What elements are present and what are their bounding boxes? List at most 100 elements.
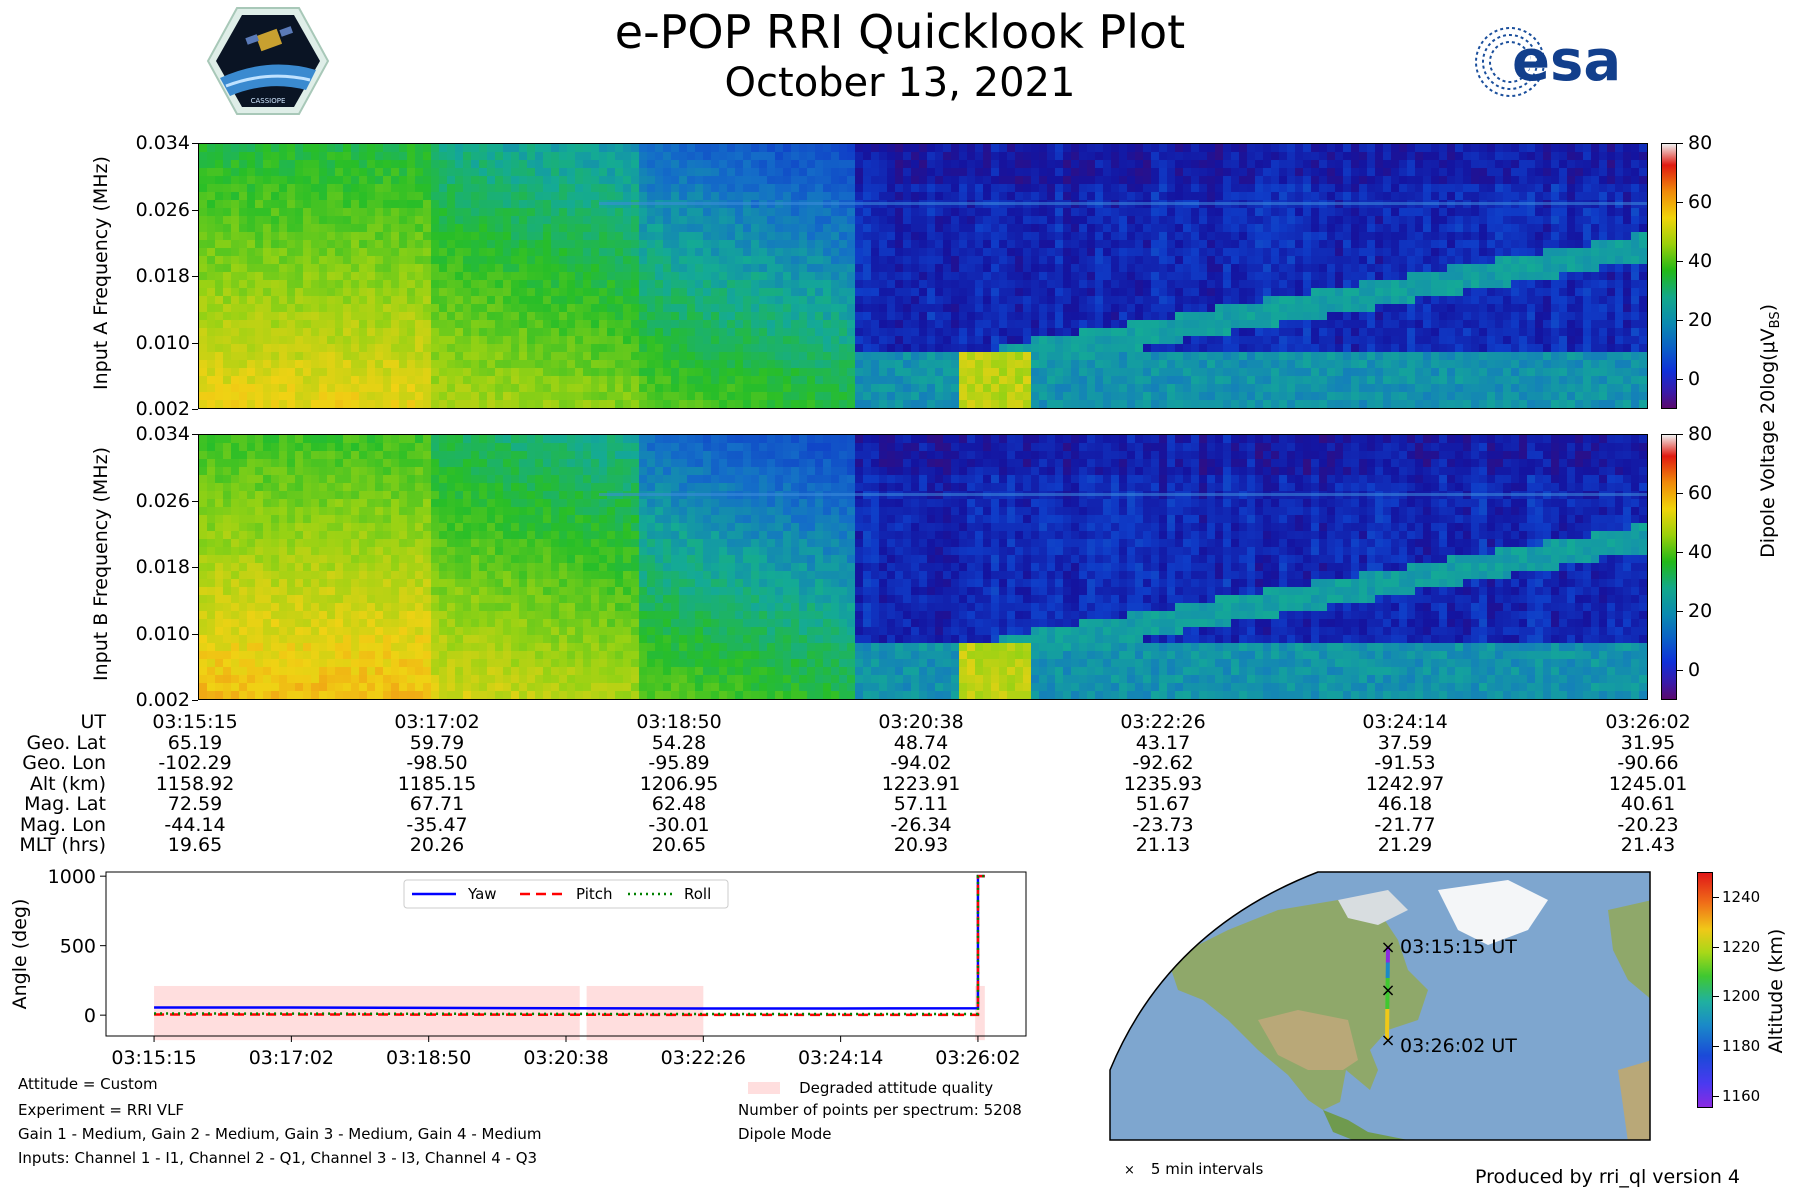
spec-a-cell bbox=[487, 240, 496, 249]
spec-a-cell bbox=[951, 328, 960, 337]
spec-a-cell bbox=[1127, 216, 1136, 225]
spec-a-cell bbox=[735, 176, 744, 185]
spec-a-cell bbox=[727, 208, 736, 217]
spec-a-cell bbox=[1303, 304, 1312, 313]
spec-a-cell bbox=[1271, 368, 1280, 377]
spec-a-cell bbox=[367, 160, 376, 169]
spec-a-cell bbox=[383, 352, 392, 361]
spec-a-cell bbox=[1031, 248, 1040, 257]
spec-a-cell bbox=[583, 328, 592, 337]
spec-a-cell bbox=[231, 392, 240, 401]
spec-a-cell bbox=[455, 256, 464, 265]
spec-a-cell bbox=[687, 320, 696, 329]
spec-a-cell bbox=[1375, 392, 1384, 401]
spec-a-cell bbox=[863, 272, 872, 281]
spec-a-cell bbox=[543, 288, 552, 297]
spec-a-cell bbox=[607, 280, 616, 289]
spec-a-cell bbox=[767, 216, 776, 225]
spec-a-cell bbox=[207, 328, 216, 337]
spec-a-cell bbox=[311, 400, 320, 408]
spec-a-cell bbox=[887, 216, 896, 225]
spec-a-cell bbox=[1343, 224, 1352, 233]
spec-a-cell bbox=[1175, 288, 1184, 297]
spec-a-cell bbox=[1343, 192, 1352, 201]
spec-a-cell bbox=[655, 328, 664, 337]
spec-a-cell bbox=[735, 192, 744, 201]
spec-a-cell bbox=[1311, 392, 1320, 401]
spec-a-cell bbox=[543, 368, 552, 377]
spec-a-cell bbox=[1207, 296, 1216, 305]
spec-a-cell bbox=[591, 360, 600, 369]
spec-a-cell bbox=[1247, 160, 1256, 169]
spec-a-cell bbox=[1407, 168, 1416, 177]
spec-a-cell bbox=[959, 376, 968, 385]
spec-a-cell bbox=[391, 240, 400, 249]
spec-a-cell bbox=[503, 248, 512, 257]
spec-a-cell bbox=[919, 184, 928, 193]
spec-a-cell bbox=[575, 344, 584, 353]
spec-a-cell bbox=[975, 144, 984, 153]
spec-a-cell bbox=[855, 176, 864, 185]
spec-a-cell bbox=[1407, 176, 1416, 185]
spec-a-cell bbox=[223, 296, 232, 305]
spec-a-cell bbox=[1111, 312, 1120, 321]
spec-a-cell bbox=[479, 296, 488, 305]
spec-a-cell bbox=[1039, 288, 1048, 297]
spec-a-cell bbox=[871, 192, 880, 201]
spec-a-cell bbox=[1231, 360, 1240, 369]
spec-a-cell bbox=[1007, 160, 1016, 169]
spec-a-cell bbox=[311, 256, 320, 265]
spec-a-cell bbox=[239, 392, 248, 401]
spec-a-cell bbox=[767, 168, 776, 177]
spec-a-cell bbox=[703, 192, 712, 201]
spec-a-cell bbox=[1175, 232, 1184, 241]
spec-a-cell bbox=[1095, 216, 1104, 225]
spec-a-cell bbox=[383, 152, 392, 161]
spec-a-cell bbox=[575, 352, 584, 361]
spec-a-cell bbox=[791, 400, 800, 408]
spec-a-cell bbox=[263, 216, 272, 225]
spec-a-cell bbox=[559, 384, 568, 393]
spec-a-cell bbox=[607, 328, 616, 337]
spec-a-cell bbox=[1311, 288, 1320, 297]
spec-a-cell bbox=[599, 192, 608, 201]
spec-a-cell bbox=[527, 384, 536, 393]
spec-a-cell bbox=[343, 280, 352, 289]
spec-a-cell bbox=[1135, 144, 1144, 153]
spec-a-cell bbox=[535, 288, 544, 297]
spec-a-cell bbox=[711, 352, 720, 361]
spec-a-cell bbox=[199, 144, 208, 153]
spec-a-cell bbox=[1239, 232, 1248, 241]
spec-a-cell bbox=[407, 208, 416, 217]
spec-a-cell bbox=[983, 296, 992, 305]
spec-a-cell bbox=[247, 208, 256, 217]
spec-a-cell bbox=[895, 224, 904, 233]
spec-a-cell bbox=[511, 224, 520, 233]
spec-a-cell bbox=[527, 368, 536, 377]
spec-a-cell bbox=[255, 304, 264, 313]
spec-a-cell bbox=[743, 152, 752, 161]
spec-a-cell bbox=[495, 360, 504, 369]
spec-a-cell bbox=[551, 296, 560, 305]
spec-a-cell bbox=[1175, 224, 1184, 233]
spec-a-cell bbox=[343, 376, 352, 385]
spec-a-cell bbox=[639, 336, 648, 345]
spec-a-cell bbox=[1055, 296, 1064, 305]
spec-a-cell bbox=[447, 280, 456, 289]
spec-a-cell bbox=[727, 192, 736, 201]
spec-a-cell bbox=[287, 272, 296, 281]
spec-a-cell bbox=[1183, 344, 1192, 353]
spec-a-cell bbox=[1303, 376, 1312, 385]
spec-a-cell bbox=[1359, 288, 1368, 297]
spec-a-cell bbox=[415, 320, 424, 329]
spec-a-cell bbox=[895, 312, 904, 321]
spec-a-cell bbox=[647, 248, 656, 257]
spec-a-cell bbox=[951, 152, 960, 161]
spec-a-cell bbox=[1391, 208, 1400, 217]
spec-a-cell bbox=[1159, 232, 1168, 241]
spec-a-cell bbox=[1151, 328, 1160, 337]
spec-a-cell bbox=[1055, 344, 1064, 353]
spec-a-cell bbox=[935, 320, 944, 329]
spec-a-cell bbox=[415, 328, 424, 337]
spec-a-cell bbox=[447, 200, 456, 209]
